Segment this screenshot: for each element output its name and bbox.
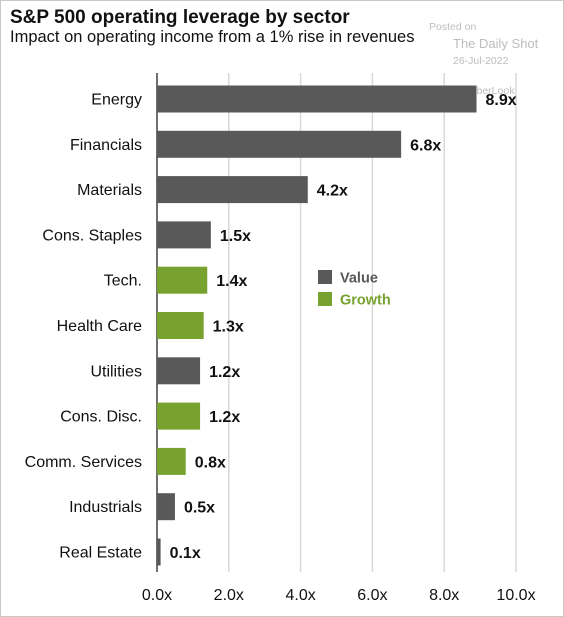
category-label-2: Materials: [77, 182, 142, 199]
category-label-3: Cons. Staples: [42, 227, 142, 244]
bar-1: [157, 130, 402, 158]
category-label-1: Financials: [70, 137, 142, 154]
value-label-5: 1.3x: [213, 319, 244, 336]
value-label-8: 0.8x: [195, 454, 226, 471]
x-tick-label-2: 4.0x: [285, 587, 315, 604]
value-label-1: 6.8x: [410, 137, 441, 154]
bar-0: [157, 85, 477, 113]
category-label-0: Energy: [91, 92, 142, 109]
x-tick-label-0: 0.0x: [142, 587, 172, 604]
bar-5: [157, 312, 204, 339]
category-label-10: Real Estate: [59, 545, 142, 562]
legend-label-value: Value: [340, 271, 378, 287]
value-label-10: 0.1x: [170, 545, 201, 562]
bar-3: [157, 221, 211, 249]
category-label-5: Health Care: [57, 318, 142, 335]
watermark-date: 26-Jul-2022: [453, 55, 509, 67]
category-label-9: Industrials: [69, 499, 142, 516]
value-label-3: 1.5x: [220, 228, 251, 245]
x-tick-label-3: 6.0x: [357, 587, 387, 604]
bar-8: [157, 447, 186, 475]
bar-9: [157, 493, 175, 521]
value-label-0: 8.9x: [486, 92, 517, 109]
value-label-4: 1.4x: [216, 273, 247, 290]
x-tick-label-5: 10.0x: [496, 587, 535, 604]
bar-10: [157, 538, 161, 566]
legend-label-growth: Growth: [340, 293, 391, 309]
value-label-9: 0.5x: [184, 500, 215, 517]
category-label-4: Tech.: [104, 273, 142, 290]
value-label-2: 4.2x: [317, 183, 348, 200]
category-label-7: Cons. Disc.: [60, 409, 142, 426]
legend-swatch-growth: [318, 292, 332, 306]
chart-subtitle: Impact on operating income from a 1% ris…: [10, 28, 415, 46]
bar-2: [157, 176, 308, 204]
value-label-7: 1.2x: [209, 409, 240, 426]
chart-title: S&P 500 operating leverage by sector: [10, 7, 350, 28]
legend-swatch-value: [318, 270, 332, 284]
bar-4: [157, 266, 208, 294]
value-label-6: 1.2x: [209, 364, 240, 381]
bar-7: [157, 402, 201, 430]
category-label-6: Utilities: [90, 363, 142, 380]
x-tick-label-1: 2.0x: [214, 587, 244, 604]
watermark-name: The Daily Shot: [453, 36, 539, 51]
bar-6: [157, 357, 201, 385]
x-tick-label-4: 8.0x: [429, 587, 459, 604]
watermark-posted: Posted on: [429, 21, 477, 33]
category-label-8: Comm. Services: [25, 454, 142, 471]
